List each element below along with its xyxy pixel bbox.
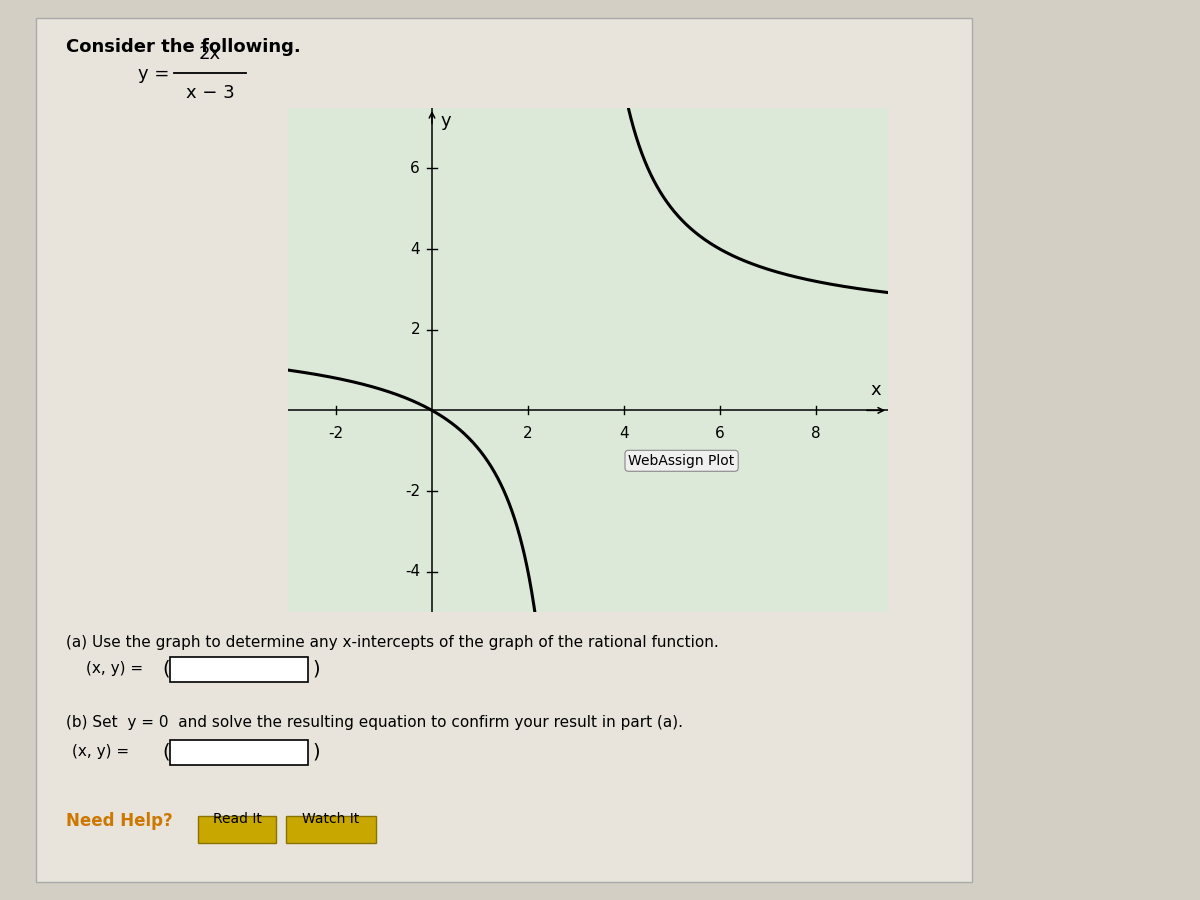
Text: x − 3: x − 3: [186, 84, 234, 102]
Text: 2: 2: [523, 426, 533, 441]
Text: y: y: [440, 112, 451, 130]
Text: (: (: [162, 742, 169, 761]
Text: Read It: Read It: [212, 812, 262, 826]
Text: Consider the following.: Consider the following.: [66, 38, 301, 56]
Text: Watch It: Watch It: [302, 812, 359, 826]
Text: 8: 8: [811, 426, 821, 441]
Text: x: x: [870, 381, 881, 399]
Text: -2: -2: [329, 426, 343, 441]
Text: ): ): [312, 742, 319, 761]
Text: -4: -4: [404, 564, 420, 580]
Text: y =: y =: [138, 65, 169, 83]
Text: (b) Set  y = 0  and solve the resulting equation to confirm your result in part : (b) Set y = 0 and solve the resulting eq…: [66, 716, 683, 731]
Text: 4: 4: [619, 426, 629, 441]
Text: WebAssign Plot: WebAssign Plot: [629, 454, 734, 468]
Text: (: (: [162, 659, 169, 679]
Text: Need Help?: Need Help?: [66, 812, 173, 830]
Text: 2: 2: [410, 322, 420, 338]
Text: ): ): [312, 659, 319, 679]
Text: -2: -2: [404, 483, 420, 499]
Text: (x, y) =: (x, y) =: [72, 744, 130, 759]
Text: (a) Use the graph to determine any x-intercepts of the graph of the rational fun: (a) Use the graph to determine any x-int…: [66, 634, 719, 650]
Text: 2x: 2x: [199, 45, 221, 63]
Text: 6: 6: [715, 426, 725, 441]
Text: 6: 6: [410, 161, 420, 176]
Text: 4: 4: [410, 241, 420, 256]
Text: (x, y) =: (x, y) =: [86, 662, 144, 676]
